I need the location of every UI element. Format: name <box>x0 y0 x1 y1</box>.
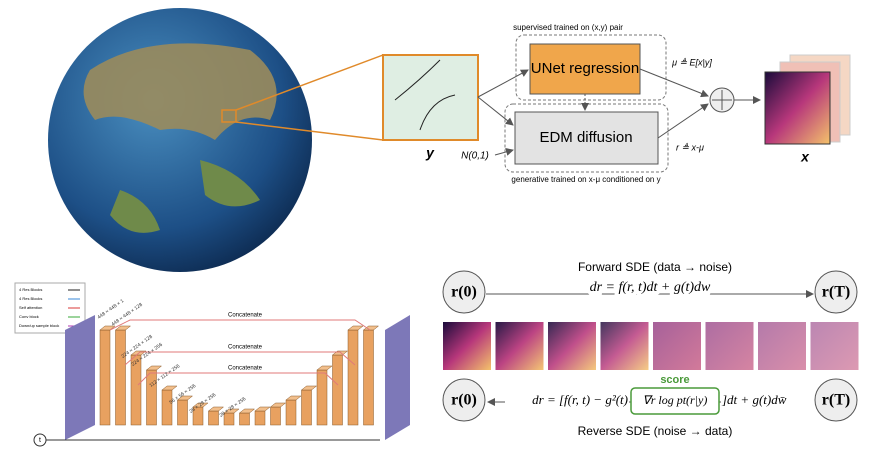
time-label: t <box>39 437 41 444</box>
score-box <box>630 387 720 415</box>
conv-block <box>208 410 219 426</box>
conv-block-top <box>269 402 287 408</box>
output-panel <box>385 315 410 440</box>
zoom-lines <box>221 54 384 141</box>
conv-block-top <box>145 365 163 371</box>
conv-block <box>270 406 281 426</box>
rT-label: r(T) <box>822 284 850 301</box>
r0-label: r(0) <box>451 284 477 301</box>
conv-block <box>285 399 297 426</box>
arrows <box>477 68 761 156</box>
conv-block-top <box>300 385 318 391</box>
supervised-note: supervised trained on (x,y) pair <box>513 23 623 32</box>
supervised-frame <box>515 34 667 101</box>
noise-frame <box>758 322 806 370</box>
conv-block-top <box>316 365 333 371</box>
edm-box <box>514 111 659 165</box>
generative-frame <box>504 103 669 173</box>
reverse-equation-right: ]dt + g(t)dw̄ <box>721 392 787 407</box>
conv-block <box>316 369 328 426</box>
reverse-title: Reverse SDE (noise → data) <box>578 424 733 438</box>
conv-block-top <box>223 408 240 414</box>
y-label: y <box>425 145 435 161</box>
noise-frame <box>443 322 491 370</box>
forward-equation: dr = f(r, t)dt + g(t)dw <box>590 280 711 295</box>
r0-node <box>442 378 486 422</box>
rT-node <box>814 378 858 422</box>
input-panel <box>65 315 95 440</box>
rT-node <box>814 270 858 314</box>
time-node <box>33 433 47 447</box>
edm-box-label: EDM diffusion <box>539 129 632 146</box>
conv-block-top <box>192 402 209 408</box>
legend-item: 4 Res Blocks <box>19 296 42 301</box>
conv-block-top <box>176 395 194 401</box>
skip-lines <box>109 319 371 386</box>
legend-item: Conv block <box>19 314 39 319</box>
rT-label: r(T) <box>822 392 850 409</box>
concatenate-label: Concatenate <box>228 345 263 351</box>
conv-block <box>254 410 266 426</box>
conv-block-top <box>161 385 178 391</box>
noise-frame <box>705 322 754 370</box>
input-map <box>382 54 479 141</box>
eq-bg <box>505 390 629 412</box>
r0-label: r(0) <box>451 392 477 409</box>
score-label: score <box>660 374 689 386</box>
conv-block-top <box>254 406 271 412</box>
conv-block-top <box>347 325 364 331</box>
mu-label: μ ≜ E[x|y] <box>671 57 712 67</box>
noise-frame <box>495 322 544 370</box>
legend-item: Down/up sample block <box>19 323 59 328</box>
x-label: x <box>800 149 810 165</box>
globe <box>48 8 312 272</box>
noise-frame <box>548 322 596 370</box>
conv-block <box>301 389 312 426</box>
conv-block <box>115 329 126 426</box>
conv-block <box>99 329 111 426</box>
generative-note: generative trained on x-μ conditioned on… <box>511 175 660 184</box>
conv-block <box>161 389 173 426</box>
conv-block <box>332 354 343 426</box>
r-label: r ≜ x-μ <box>676 142 704 152</box>
conv-block-top <box>114 325 132 331</box>
output-stack <box>764 54 851 145</box>
conv-block-top <box>207 406 225 412</box>
conv-block-top <box>285 395 302 401</box>
reverse-equation-score: ∇r log pt(r|y) <box>643 393 708 407</box>
concatenate-label: Concatenate <box>228 313 263 319</box>
coastline <box>394 59 456 131</box>
noise-frame <box>653 322 701 370</box>
noise-label: N(0,1) <box>461 151 489 162</box>
noise-frame <box>600 322 649 370</box>
concatenate-label: Concatenate <box>228 366 263 372</box>
r0-node <box>442 270 486 314</box>
legend-item: Self attention <box>19 305 42 310</box>
sum-node <box>709 87 735 113</box>
legend-item: 4 Res Blocks <box>19 287 42 292</box>
conv-block <box>239 412 250 426</box>
noise-frame <box>810 322 859 370</box>
forward-title: Forward SDE (data → noise) <box>578 260 732 274</box>
unet-box-label: UNet regression <box>531 60 639 77</box>
conv-block <box>347 329 359 426</box>
conv-block-top <box>238 408 256 414</box>
eq-bg <box>721 390 813 412</box>
conv-block <box>363 329 374 426</box>
reverse-equation-left: dr = [f(r, t) − g²(t) <box>532 392 628 407</box>
conv-block <box>177 399 188 426</box>
